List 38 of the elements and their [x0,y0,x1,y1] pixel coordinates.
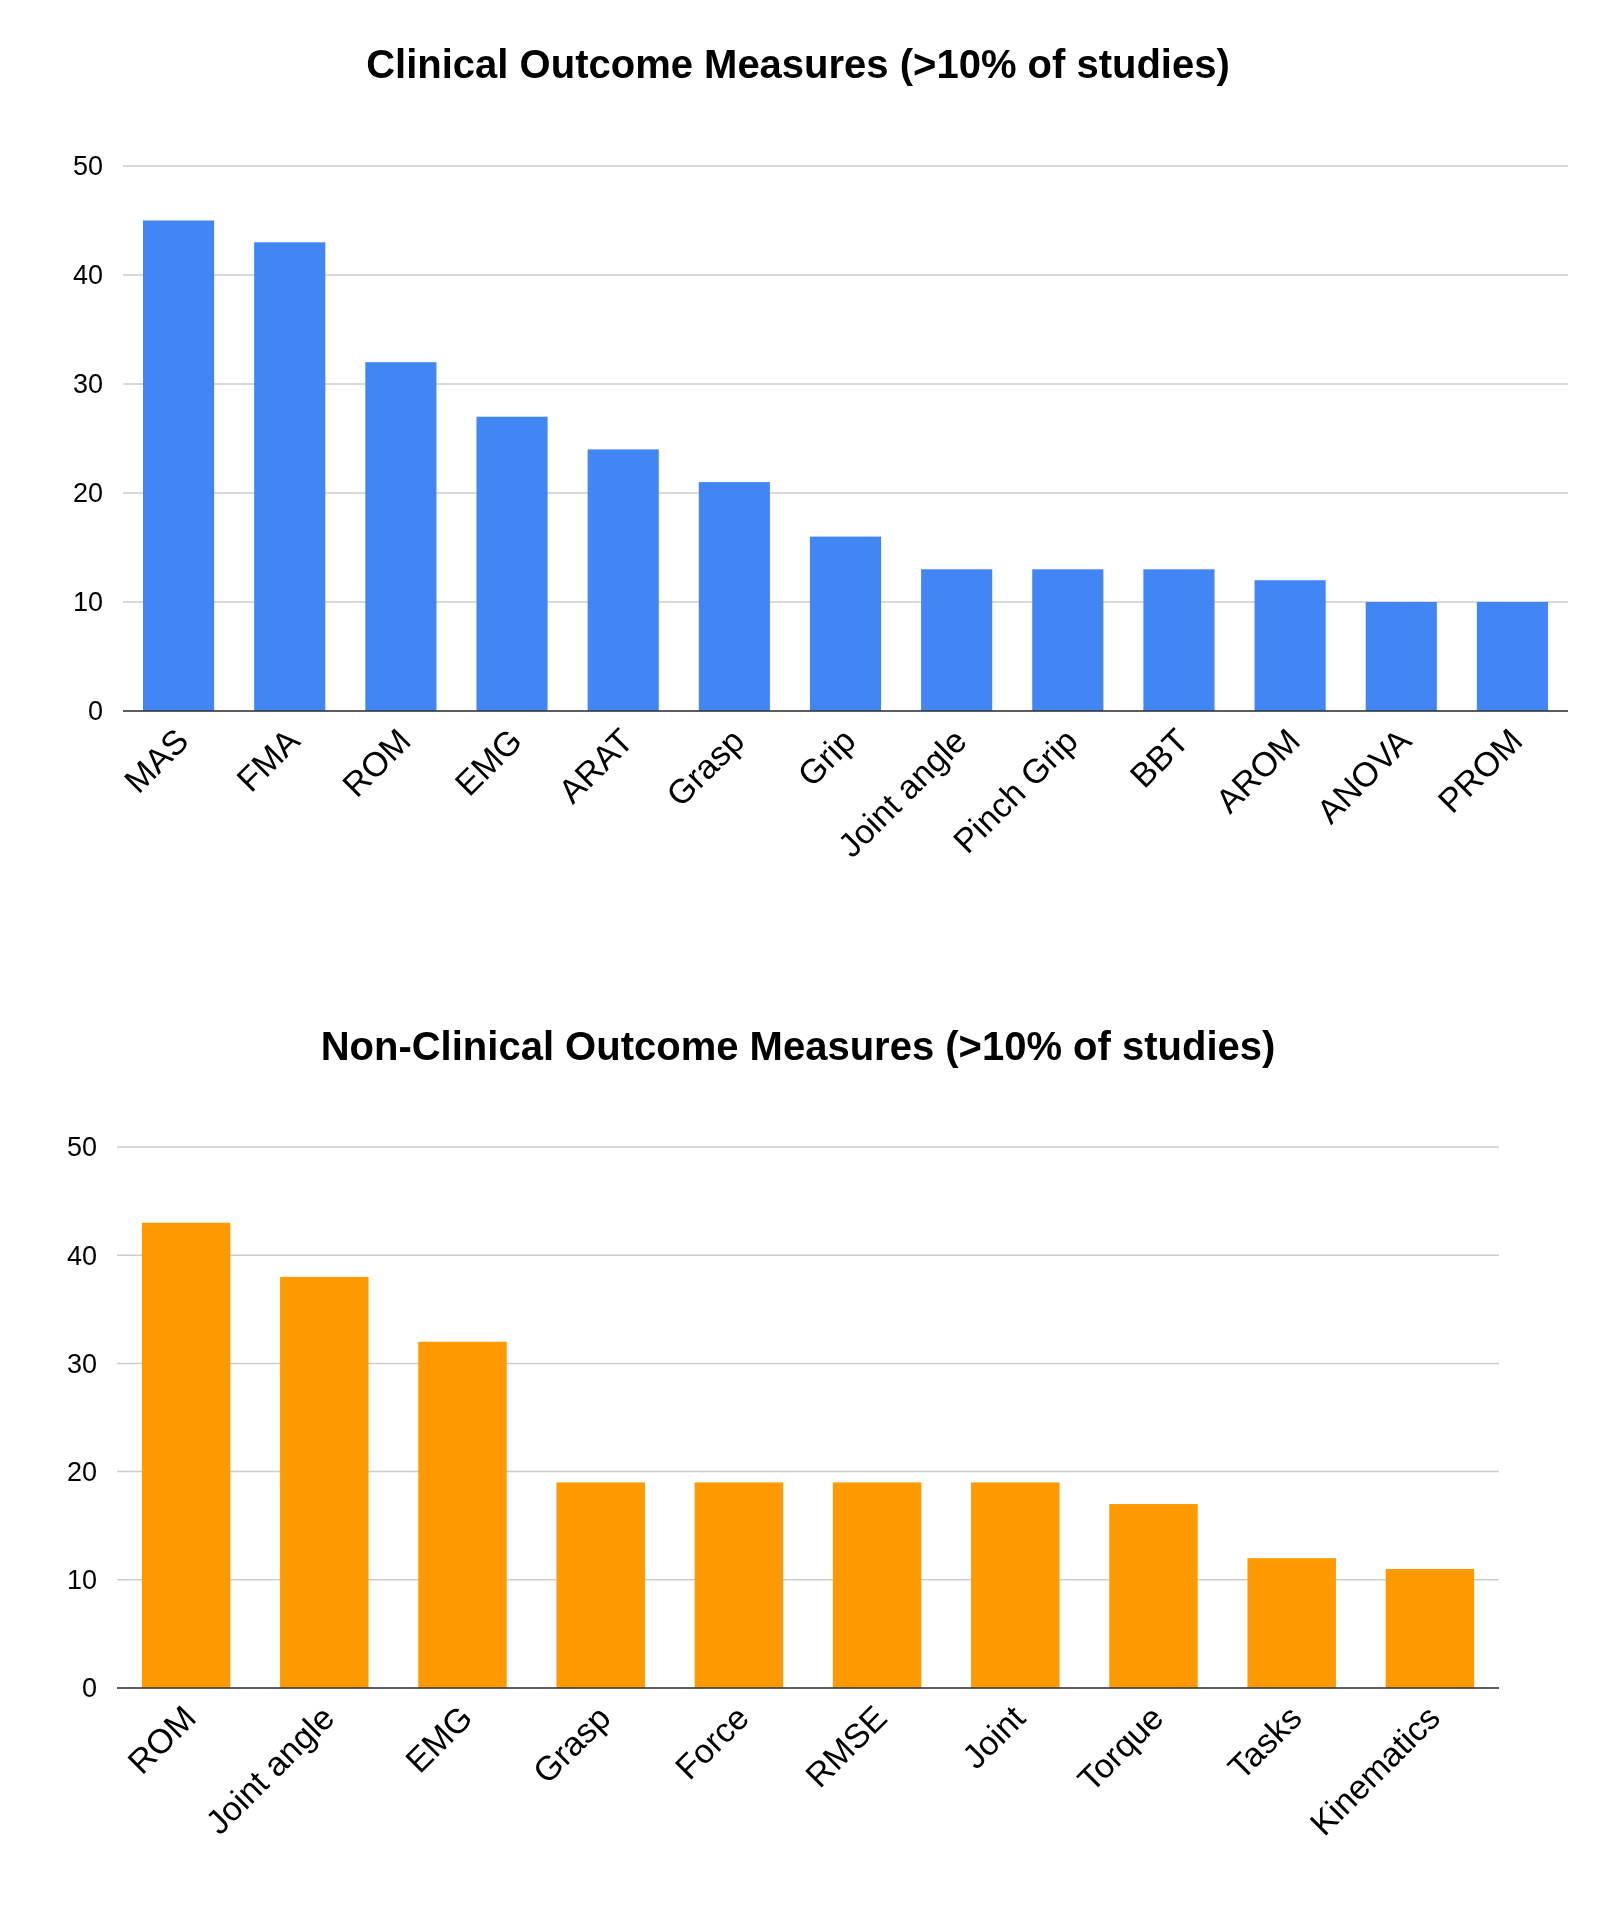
bar [1365,602,1437,711]
y-tick-label: 50 [66,1132,97,1163]
y-tick-label: 50 [72,151,103,182]
y-tick-label: 0 [81,1673,97,1704]
bar [1476,602,1548,711]
bar [556,1482,645,1688]
chart-title: Non-Clinical Outcome Measures (>10% of studies) [320,1024,1276,1068]
bar [141,1222,231,1688]
bar [587,449,659,711]
y-tick-label: 30 [66,1348,97,1379]
bar [1143,569,1215,711]
bar [1247,1558,1336,1688]
bar [1254,580,1326,711]
bar [418,1341,507,1688]
chart-title: Clinical Outcome Measures (>10% of studies) [366,42,1230,86]
bar [694,1482,784,1688]
bar [1385,1568,1475,1688]
y-tick-label: 40 [66,1240,97,1271]
y-tick-label: 30 [72,369,103,400]
bar [476,416,548,711]
x-tick-label: Grip [790,721,863,794]
bar [809,536,882,711]
bar [921,569,993,711]
bar [254,242,326,711]
y-tick-label: 10 [72,587,103,618]
y-tick-label: 10 [66,1565,97,1596]
bar [143,220,215,711]
bar [365,362,437,711]
bar [280,1276,369,1688]
y-tick-label: 0 [87,696,103,727]
y-tick-label: 20 [72,478,103,509]
bar [1032,569,1104,711]
bar [698,482,770,711]
y-tick-label: 40 [72,260,103,291]
bar [971,1482,1060,1688]
y-tick-label: 20 [66,1457,97,1488]
bar [1109,1504,1198,1688]
bar [832,1482,922,1688]
